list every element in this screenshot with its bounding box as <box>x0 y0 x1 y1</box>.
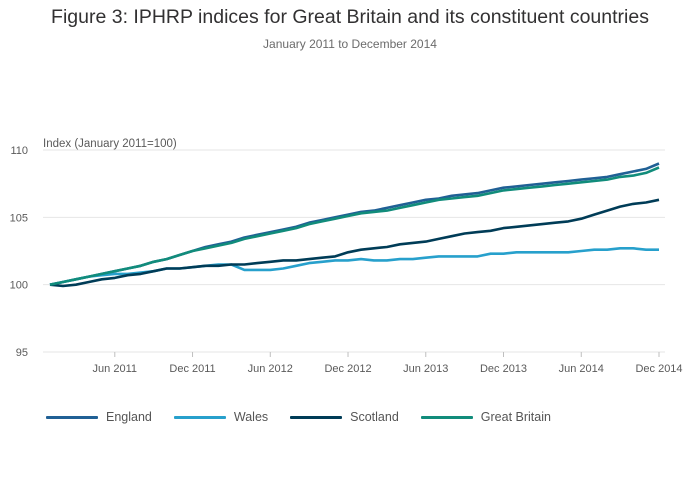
legend-item-england[interactable]: England <box>46 410 152 424</box>
legend-label: Wales <box>233 410 269 424</box>
legend-label: Great Britain <box>480 410 551 424</box>
legend-item-scotland[interactable]: Scotland <box>290 410 399 424</box>
y-tick-label: 100 <box>10 280 28 292</box>
gridlines <box>43 149 665 353</box>
legend-swatch <box>173 415 226 419</box>
x-tick-label: Dec 2013 <box>480 363 527 375</box>
legend-label: Scotland <box>350 410 399 424</box>
series-line-scotland[interactable] <box>49 198 660 288</box>
legend: England Wales Scotland Great Britain <box>46 409 573 425</box>
x-axis: Jun 2011 Dec 2011 Jun 2012 Dec 2012 Jun 2013… <box>93 352 683 375</box>
chart-subtitle: January 2011 to December 2014 <box>263 37 437 51</box>
x-tick-label: Jun 2013 <box>403 363 448 375</box>
x-tick-label: Jun 2012 <box>248 363 293 375</box>
legend-label: England <box>106 410 152 424</box>
x-tick-label: Jun 2011 <box>93 363 137 375</box>
legend-swatch <box>46 415 98 419</box>
y-axis-ticks: 95 100 105 110 <box>10 145 28 359</box>
y-tick-label: 105 <box>10 212 28 224</box>
legend-swatch <box>420 415 473 419</box>
y-tick-label: 110 <box>10 145 28 157</box>
series-lines <box>49 162 660 288</box>
series-line-great-britain[interactable] <box>49 166 660 286</box>
x-tick-label: Dec 2014 <box>635 363 682 375</box>
chart-title: Figure 3: IPHRP indices for Great Britai… <box>51 6 649 28</box>
x-tick-label: Dec 2012 <box>324 363 371 375</box>
legend-item-great-britain[interactable]: Great Britain <box>420 410 551 424</box>
legend-item-wales[interactable]: Wales <box>173 410 269 424</box>
legend-swatch <box>290 415 343 419</box>
y-tick-label: 95 <box>16 347 28 359</box>
x-tick-label: Dec 2011 <box>169 363 215 375</box>
y-axis-label: Index (January 2011=100) <box>43 138 177 150</box>
x-tick-label: Jun 2014 <box>559 363 604 375</box>
